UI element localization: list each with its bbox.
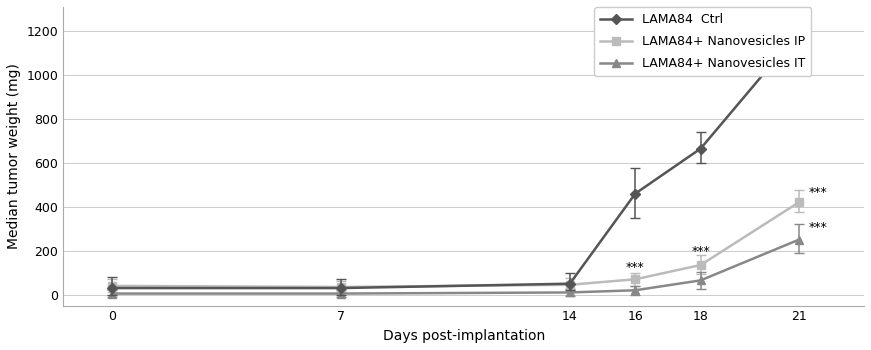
Text: ***: *** xyxy=(808,186,827,199)
X-axis label: Days post-implantation: Days post-implantation xyxy=(382,329,544,343)
Text: ***: *** xyxy=(808,221,827,234)
Text: ***: *** xyxy=(626,261,645,274)
Legend: LAMA84  Ctrl, LAMA84+ Nanovesicles IP, LAMA84+ Nanovesicles IT: LAMA84 Ctrl, LAMA84+ Nanovesicles IP, LA… xyxy=(594,7,811,76)
Y-axis label: Median tumor weight (mg): Median tumor weight (mg) xyxy=(7,63,21,249)
Text: ***: *** xyxy=(692,245,710,258)
